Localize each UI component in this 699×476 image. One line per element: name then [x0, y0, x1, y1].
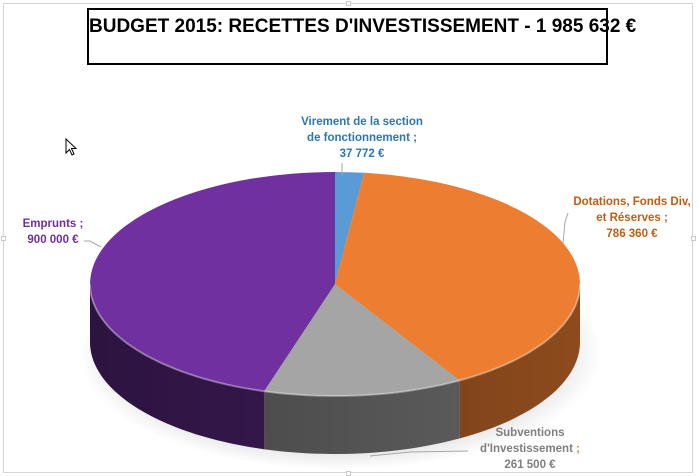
label-virement-value: 37 772 € [339, 148, 385, 160]
pie-slice-emprunts[interactable] [90, 172, 335, 392]
resize-handle-left[interactable] [1, 236, 6, 241]
label-subventions-line2: d'Investissement [480, 443, 573, 455]
mouse-cursor-icon [65, 138, 78, 156]
label-subventions-line1: Subventions [495, 427, 565, 439]
leader-line-subventions [369, 450, 469, 457]
pie-slice-dotations[interactable] [335, 172, 580, 381]
label-virement-line2: de fonctionnement ; [307, 132, 417, 144]
chart-title: BUDGET 2015: RECETTES D'INVESTISSEMENT -… [89, 16, 637, 37]
label-dotations-line2: et Réserves ; [596, 212, 668, 224]
pie-rim-highlight [89, 283, 581, 398]
label-virement-line1: Virement de la section [301, 116, 423, 128]
label-subventions-value: 261 500 € [504, 459, 556, 471]
leader-line-emprunts [84, 240, 102, 248]
label-subventions-separator: ; [572, 443, 580, 455]
pie-top-slices [89, 172, 581, 398]
label-emprunts-value: 900 000 € [27, 234, 79, 246]
label-dotations-value: 786 360 € [606, 228, 658, 240]
resize-handle-right[interactable] [691, 236, 696, 241]
resize-handle-top[interactable] [346, 1, 351, 6]
pie-sides [90, 284, 580, 454]
pie-side-shading [90, 284, 580, 454]
pie-slice-subventions[interactable] [264, 284, 460, 396]
data-label-virement[interactable]: Virement de la section de fonctionnement… [282, 114, 442, 162]
label-dotations-line1: Dotations, Fonds Div, [573, 196, 691, 208]
data-label-subventions[interactable]: Subventions d'Investissement ; 261 500 € [466, 425, 594, 473]
data-label-dotations[interactable]: Dotations, Fonds Div, et Réserves ; 786 … [568, 194, 696, 242]
leader-lines [84, 163, 569, 457]
label-emprunts-line1: Emprunts ; [22, 218, 84, 230]
pie-slice-virement[interactable] [335, 172, 365, 284]
leader-line-dotations [562, 212, 569, 244]
data-label-emprunts[interactable]: Emprunts ; 900 000 € [8, 216, 98, 248]
chart-title-box[interactable]: BUDGET 2015: RECETTES D'INVESTISSEMENT -… [87, 8, 637, 65]
